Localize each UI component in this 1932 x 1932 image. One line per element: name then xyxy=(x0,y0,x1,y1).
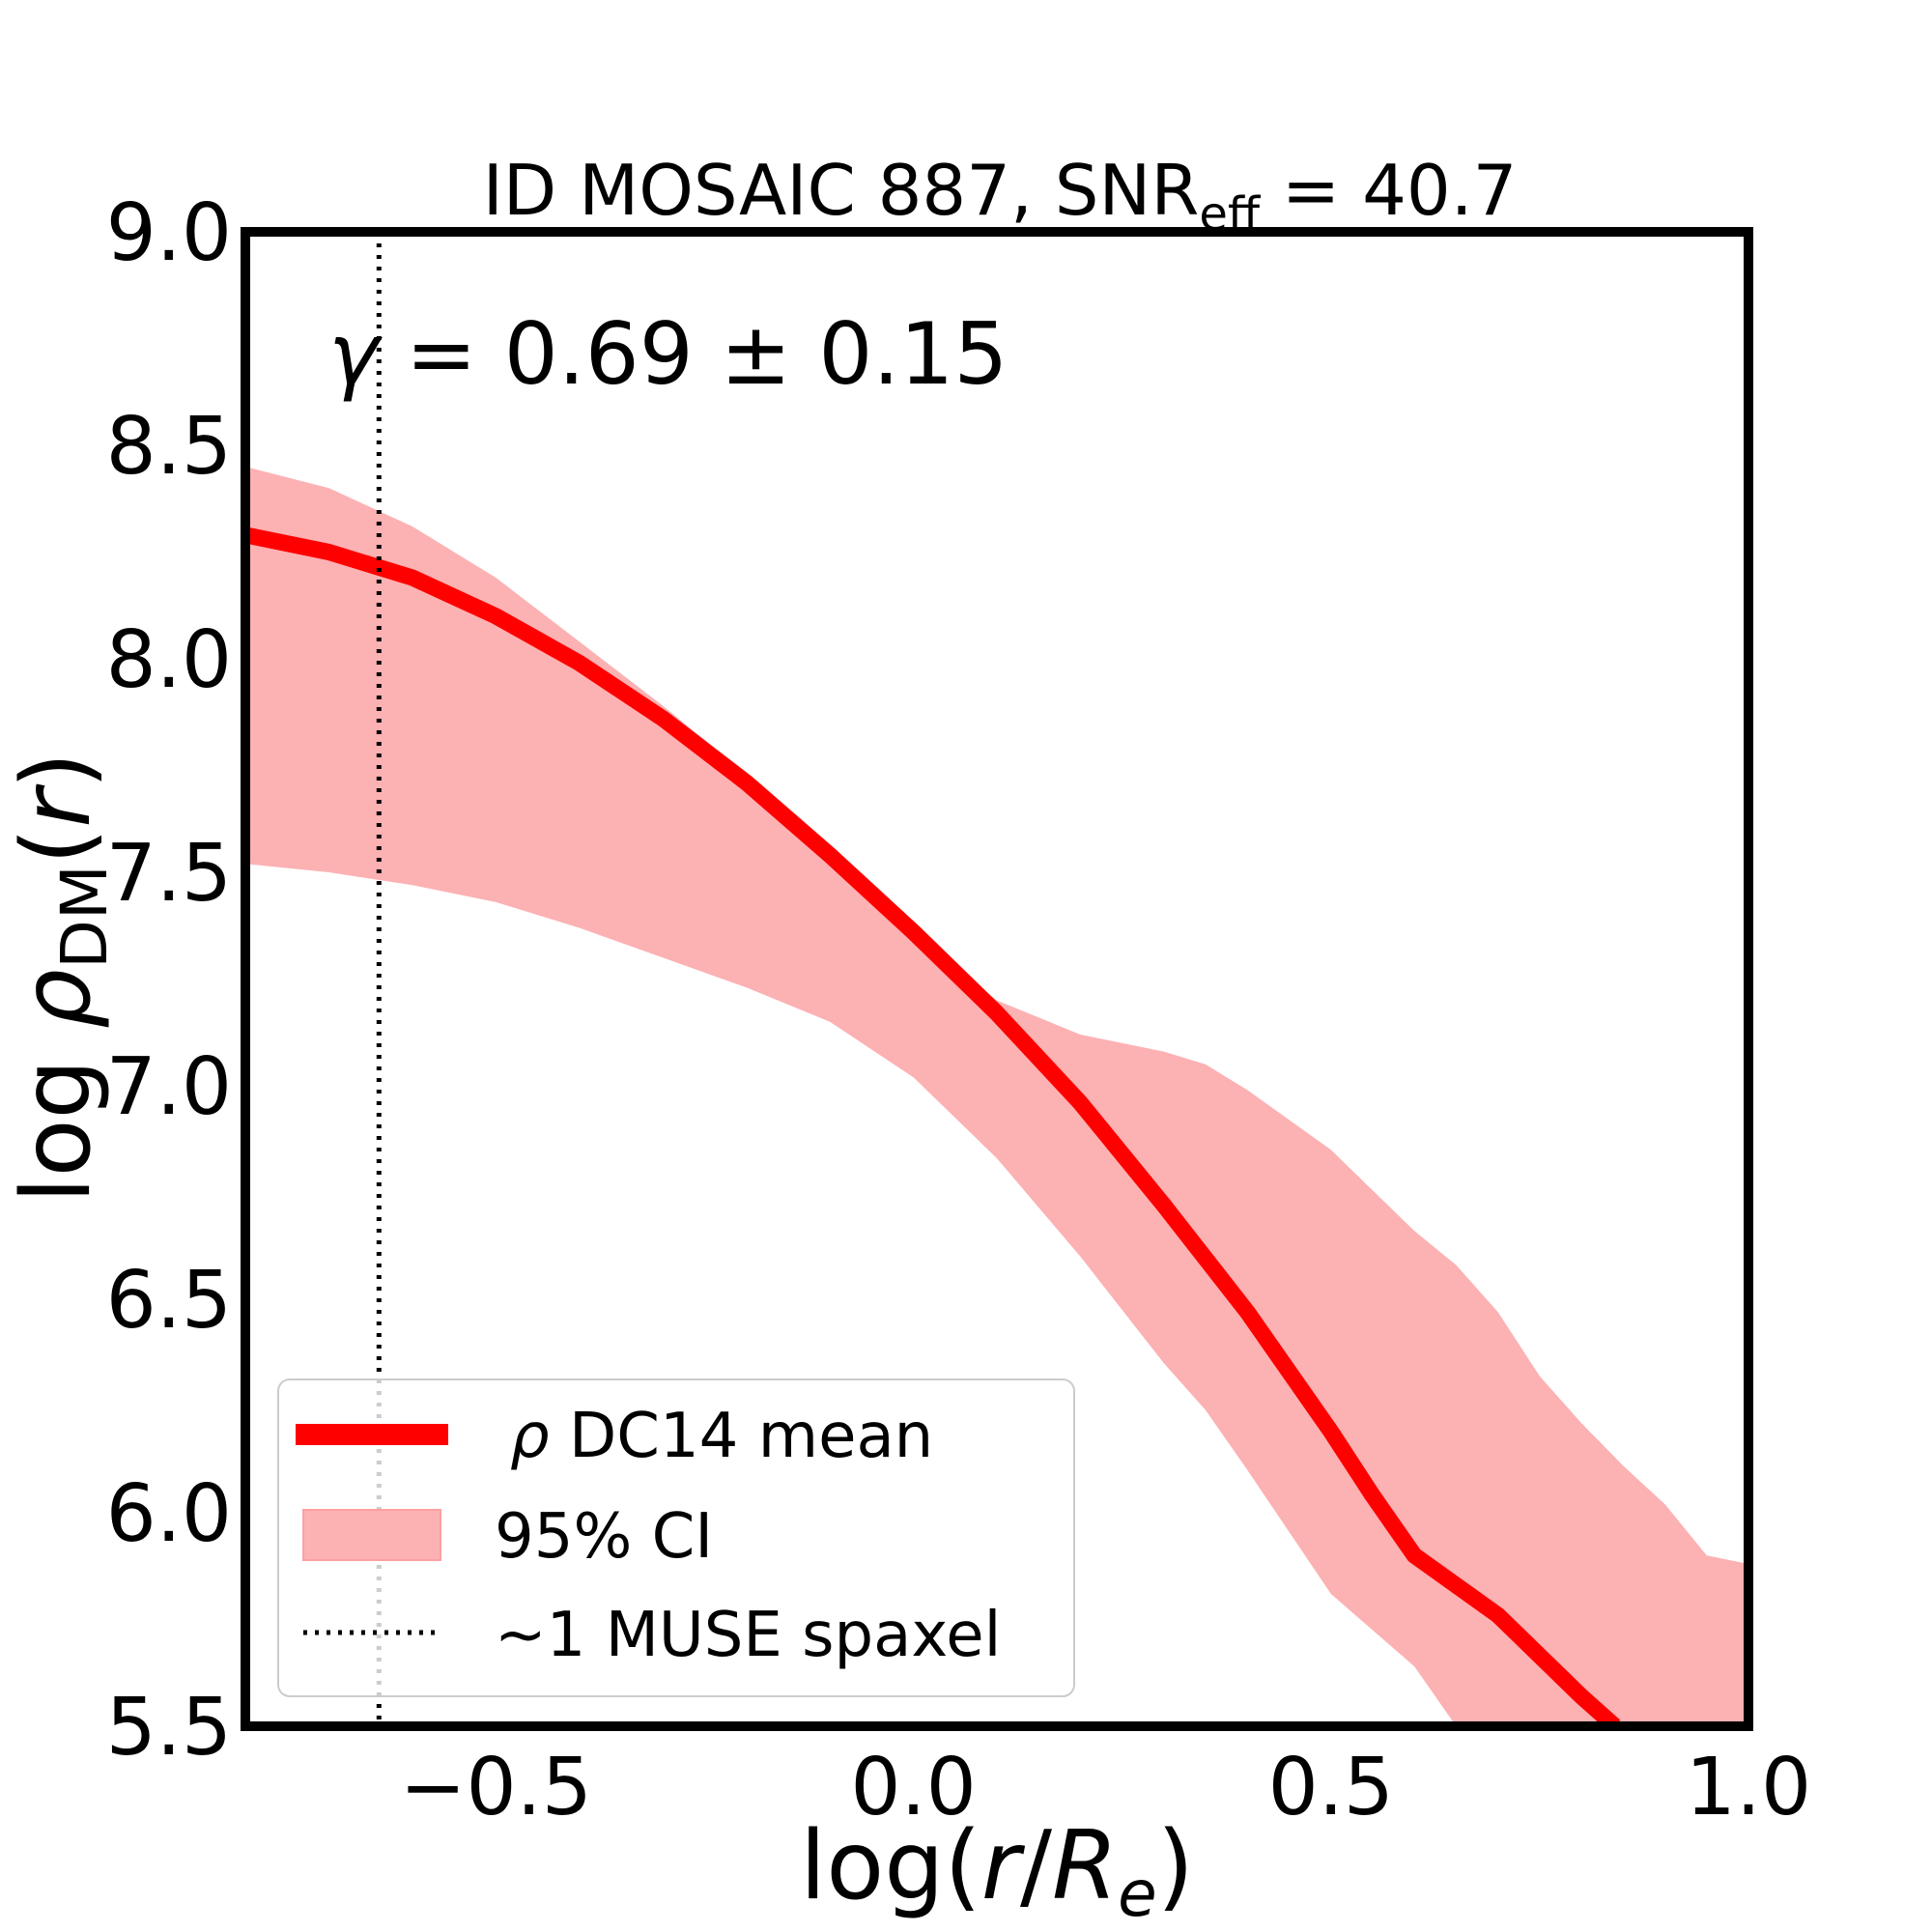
mean-line-0 xyxy=(245,526,1621,1726)
y-tick-label: 6.5 xyxy=(106,1255,232,1347)
x-axis-label: log(r/Re) xyxy=(800,1811,1194,1931)
ci-band xyxy=(245,467,1748,1726)
y-tick-label: 6.0 xyxy=(106,1468,232,1560)
plot-frame xyxy=(241,227,1753,1731)
x-tick-label: −0.5 xyxy=(400,1742,592,1833)
y-tick-labels: 5.5 6.0 6.5 7.0 7.5 8.0 8.5 9.0 xyxy=(106,187,232,1774)
gamma-annotation: γ = 0.69 ± 0.15 xyxy=(328,304,1008,404)
legend-ci-swatch xyxy=(302,1509,441,1561)
legend-spaxel-label: ~1 MUSE spaxel xyxy=(495,1600,1001,1671)
x-tick-label: 1.0 xyxy=(1686,1742,1811,1833)
x-tick-label: 0.0 xyxy=(850,1742,976,1833)
data-layer xyxy=(245,232,1748,1726)
y-tick-label: 9.0 xyxy=(106,187,232,279)
x-tick-labels: −0.5 0.0 0.5 1.0 xyxy=(400,1742,1811,1833)
y-axis-label: log ρDM(r) xyxy=(2,752,122,1203)
y-tick-label: 8.0 xyxy=(106,614,232,706)
y-tick-label: 5.5 xyxy=(106,1682,232,1774)
y-tick-label: 7.0 xyxy=(106,1041,232,1133)
legend: ρ DC14 mean 95% CI ~1 MUSE spaxel xyxy=(277,1378,1075,1697)
legend-ci-label: 95% CI xyxy=(495,1501,713,1573)
legend-box xyxy=(277,1378,1075,1697)
x-tick-label: 0.5 xyxy=(1268,1742,1394,1833)
y-tick-label: 8.5 xyxy=(106,401,232,493)
y-tick-label: 7.5 xyxy=(106,828,232,920)
chart-title: ID MOSAIC 887, SNReff = 40.7 xyxy=(483,150,1518,242)
legend-mean-label: ρ DC14 mean xyxy=(510,1401,933,1472)
